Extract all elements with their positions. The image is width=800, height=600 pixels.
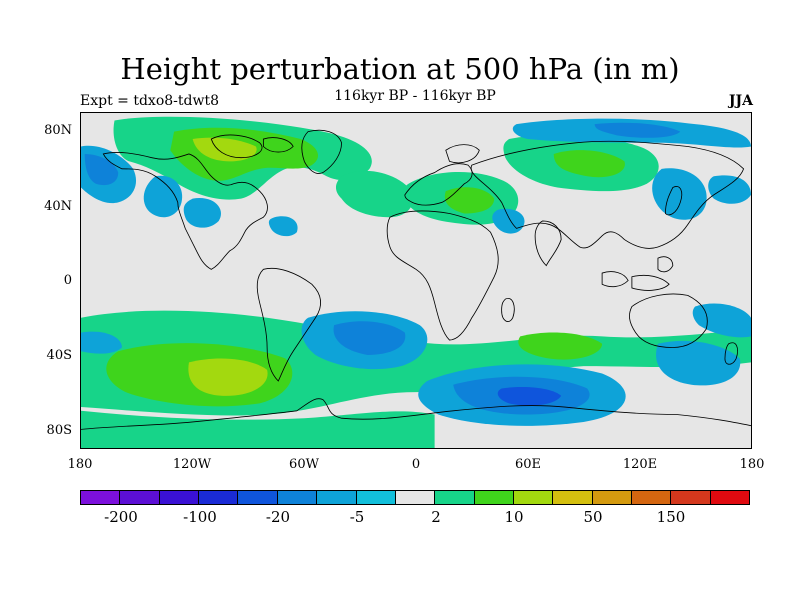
contour-sstrop-cyan [81, 331, 122, 354]
colorbar-swatch [435, 491, 475, 504]
map-panel [80, 112, 752, 449]
colorbar-label: 50 [583, 508, 603, 526]
contour-swpac2-cyan [692, 303, 751, 338]
experiment-label: Expt = tdxo8-tdwt8 [80, 93, 219, 109]
contour-antarctic-green [81, 410, 435, 448]
colorbar-label: -200 [104, 508, 138, 526]
lon-tick-180w: 180 [67, 457, 93, 472]
page-title: Height perturbation at 500 hPa (in m) [120, 52, 680, 86]
coastline-north-america [102, 152, 268, 270]
contour-arabia-cyan [492, 208, 525, 234]
colorbar-swatch [474, 491, 514, 504]
colorbar-label: -20 [265, 508, 291, 526]
contour-swpac-cyan [656, 340, 741, 386]
colorbar-swatch [710, 491, 750, 504]
colorbar-swatch [159, 491, 200, 504]
contour-siberia-blue [594, 122, 681, 138]
colorbar-label: 150 [656, 508, 686, 526]
contour-gulf-cyan [268, 216, 298, 237]
contour-map [81, 113, 751, 448]
subtitle: 116kyr BP - 116kyr BP [334, 88, 496, 104]
contour-spac-yellow [188, 358, 268, 396]
coastline-madagascar [501, 297, 515, 322]
lon-tick-60e: 60E [514, 457, 542, 472]
contour-sind-lime [518, 332, 603, 360]
colorbar-swatch [632, 491, 672, 504]
coastline-new-zealand [724, 342, 738, 365]
coastline-asia [470, 140, 745, 249]
lat-tick-0: 0 [63, 273, 72, 288]
lon-tick-0: 0 [411, 457, 421, 472]
lon-tick-60w: 60W [289, 457, 319, 472]
coastlines [81, 129, 751, 430]
colorbar-swatch [120, 491, 160, 504]
colorbar-swatch [671, 491, 711, 504]
contour-natl-green [335, 170, 414, 218]
coastline-indonesia [601, 256, 674, 291]
colorbar-swatch [317, 491, 357, 504]
contour-sind-darkblue [497, 386, 562, 406]
contour-satl-blue [333, 321, 406, 355]
colorbar-swatch [513, 491, 554, 504]
colorbar-swatch [395, 491, 436, 504]
lon-tick-120w: 120W [172, 457, 212, 472]
lat-tick-40n: 40N [44, 199, 72, 214]
colorbar-swatch [356, 491, 396, 504]
lon-tick-120e: 120E [622, 457, 658, 472]
coastline-australia [629, 293, 708, 348]
contour-npac2-cyan [183, 198, 222, 228]
contour-greenland-yellow [192, 137, 257, 162]
coastline-south-america [256, 268, 322, 382]
colorbar-label: 2 [431, 508, 441, 526]
lat-tick-80n: 80N [44, 123, 72, 138]
colorbar-swatch [277, 491, 318, 504]
colorbar-swatch [199, 491, 239, 504]
colorbar-swatch [238, 491, 278, 504]
colorbar-swatch [81, 491, 121, 504]
colorbar-label: 10 [504, 508, 524, 526]
colorbar-label: -5 [349, 508, 365, 526]
coastline-japan [664, 186, 683, 216]
coastline-india [534, 220, 562, 267]
contour-npac-cyan [143, 175, 183, 218]
contour-med-lime [444, 187, 495, 214]
lat-tick-40s: 40S [46, 348, 72, 363]
contour-asia-lime [553, 150, 625, 178]
contour-fills [81, 116, 751, 448]
colorbar-swatch [592, 491, 633, 504]
coastline-africa [386, 210, 499, 341]
colorbar [80, 490, 750, 505]
contour-wpac-cyan [708, 175, 751, 204]
colorbar-swatch [553, 491, 593, 504]
lon-tick-180e: 180 [739, 457, 765, 472]
coastline-europe [404, 144, 480, 206]
colorbar-label: -100 [183, 508, 217, 526]
coastline-greenland [301, 129, 342, 174]
coastline-arctic-islands [210, 134, 294, 159]
season-label: JJA [728, 93, 753, 109]
lat-tick-80s: 80S [46, 423, 72, 438]
coastline-antarctica [81, 398, 751, 430]
